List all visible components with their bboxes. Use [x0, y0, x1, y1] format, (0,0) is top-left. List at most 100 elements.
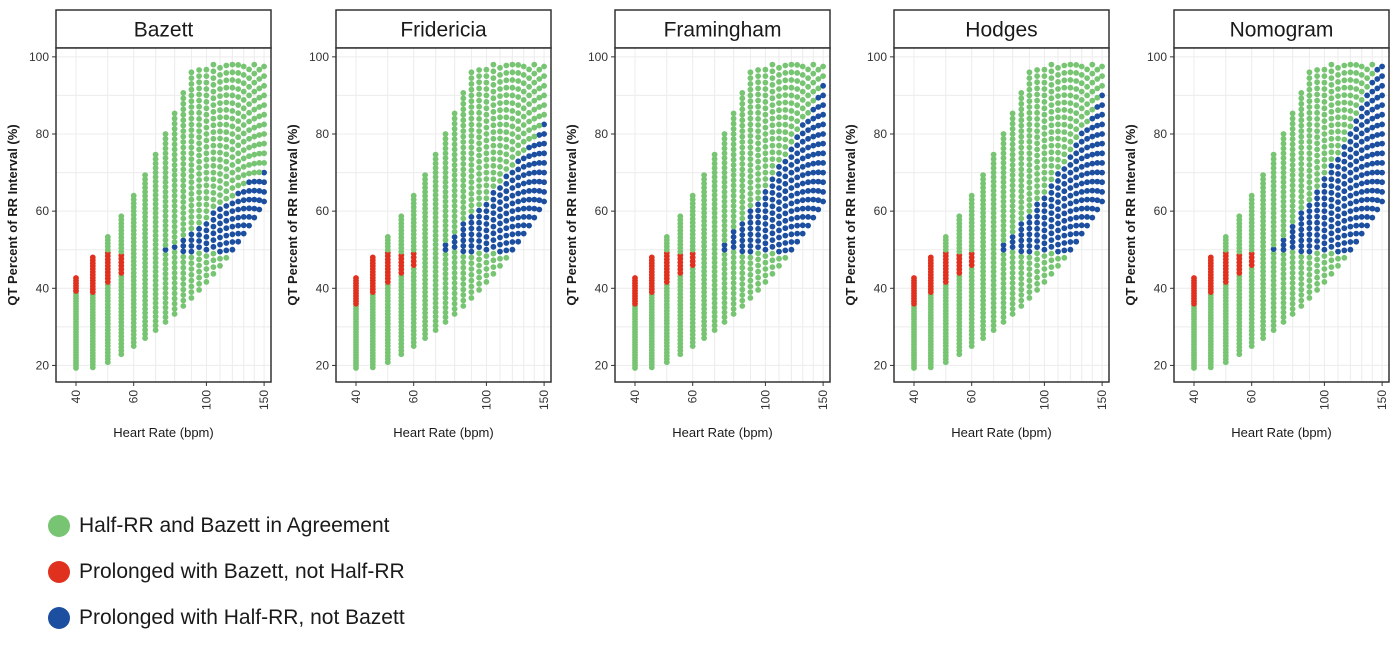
data-point — [1034, 219, 1040, 226]
data-point — [1260, 293, 1266, 300]
data-point — [1089, 88, 1096, 95]
data-point — [769, 75, 776, 81]
data-point — [711, 255, 718, 261]
data-point — [1328, 162, 1335, 169]
data-point — [171, 203, 178, 209]
data-point — [799, 214, 806, 220]
data-point — [188, 248, 195, 255]
data-point — [739, 243, 746, 249]
data-point — [739, 215, 746, 222]
data-point — [531, 205, 538, 212]
data-point — [769, 189, 776, 196]
data-point — [1347, 100, 1354, 106]
data-point — [188, 231, 195, 238]
data-point — [1260, 222, 1266, 229]
data-point — [990, 201, 997, 208]
data-point — [1306, 121, 1313, 128]
data-point — [142, 285, 149, 291]
data-point — [711, 192, 718, 199]
data-point — [730, 285, 737, 292]
data-point — [520, 80, 527, 87]
data-point — [520, 189, 527, 195]
data-point — [503, 195, 510, 202]
data-point — [799, 230, 806, 237]
data-point — [1084, 144, 1090, 151]
data-point — [747, 196, 754, 203]
data-point — [432, 223, 439, 230]
data-point — [1260, 197, 1266, 204]
data-point — [490, 223, 497, 230]
data-point — [1018, 111, 1025, 118]
data-point — [1055, 156, 1061, 163]
data-point — [536, 132, 543, 138]
data-point — [1306, 179, 1313, 186]
data-point — [256, 197, 263, 204]
data-point — [794, 214, 801, 221]
data-point — [180, 139, 187, 145]
data-point — [1055, 163, 1061, 170]
data-point — [815, 132, 822, 138]
data-point — [229, 200, 236, 207]
data-point — [1026, 150, 1033, 157]
data-point — [196, 213, 203, 220]
data-point — [1358, 97, 1365, 103]
data-point — [1018, 232, 1025, 238]
data-point — [490, 95, 497, 102]
data-point — [990, 295, 997, 302]
data-point — [531, 196, 538, 203]
data-point — [1000, 232, 1007, 239]
data-point — [442, 150, 449, 157]
data-point — [820, 131, 826, 137]
data-point — [820, 121, 826, 128]
data-point — [162, 198, 169, 205]
data-point — [1099, 198, 1105, 205]
data-point — [1009, 162, 1016, 168]
data-point — [210, 243, 217, 250]
data-point — [1061, 225, 1068, 232]
data-point — [531, 142, 538, 149]
data-point — [762, 79, 769, 86]
data-point — [196, 97, 203, 104]
data-point — [1026, 289, 1033, 295]
data-point — [188, 208, 195, 215]
data-point — [536, 197, 543, 204]
data-point — [1369, 178, 1376, 185]
data-point — [422, 197, 428, 204]
data-point — [196, 225, 203, 232]
legend-item-agreement: Half-RR and Bazett in Agreement — [48, 508, 648, 544]
data-point — [223, 217, 230, 224]
data-point — [1067, 100, 1074, 106]
data-point — [162, 290, 169, 296]
data-point — [1000, 227, 1007, 234]
data-point — [188, 283, 195, 290]
data-point — [769, 264, 776, 270]
data-point — [1289, 254, 1296, 261]
data-point — [203, 137, 210, 144]
data-point — [223, 173, 230, 180]
data-point — [490, 189, 497, 196]
data-point — [152, 174, 159, 181]
data-point — [1055, 241, 1061, 248]
data-point — [788, 131, 795, 137]
data-point — [468, 162, 475, 168]
data-point — [1306, 271, 1313, 278]
data-point — [1260, 180, 1266, 187]
data-point — [483, 176, 490, 182]
data-point — [755, 164, 761, 171]
data-point — [1034, 140, 1040, 147]
data-point — [460, 171, 467, 178]
data-point — [1018, 95, 1025, 102]
data-point — [171, 208, 178, 215]
data-point — [1328, 189, 1335, 196]
data-point — [1341, 70, 1348, 76]
data-point — [1000, 203, 1007, 210]
data-point — [442, 242, 449, 248]
data-point — [1073, 86, 1080, 92]
data-point — [1260, 280, 1266, 287]
data-point — [1306, 214, 1313, 220]
data-point — [162, 314, 169, 321]
data-point — [755, 146, 761, 153]
x-axis-label: Heart Rate (bpm) — [113, 425, 213, 440]
data-point — [223, 107, 230, 113]
data-point — [1048, 115, 1055, 122]
